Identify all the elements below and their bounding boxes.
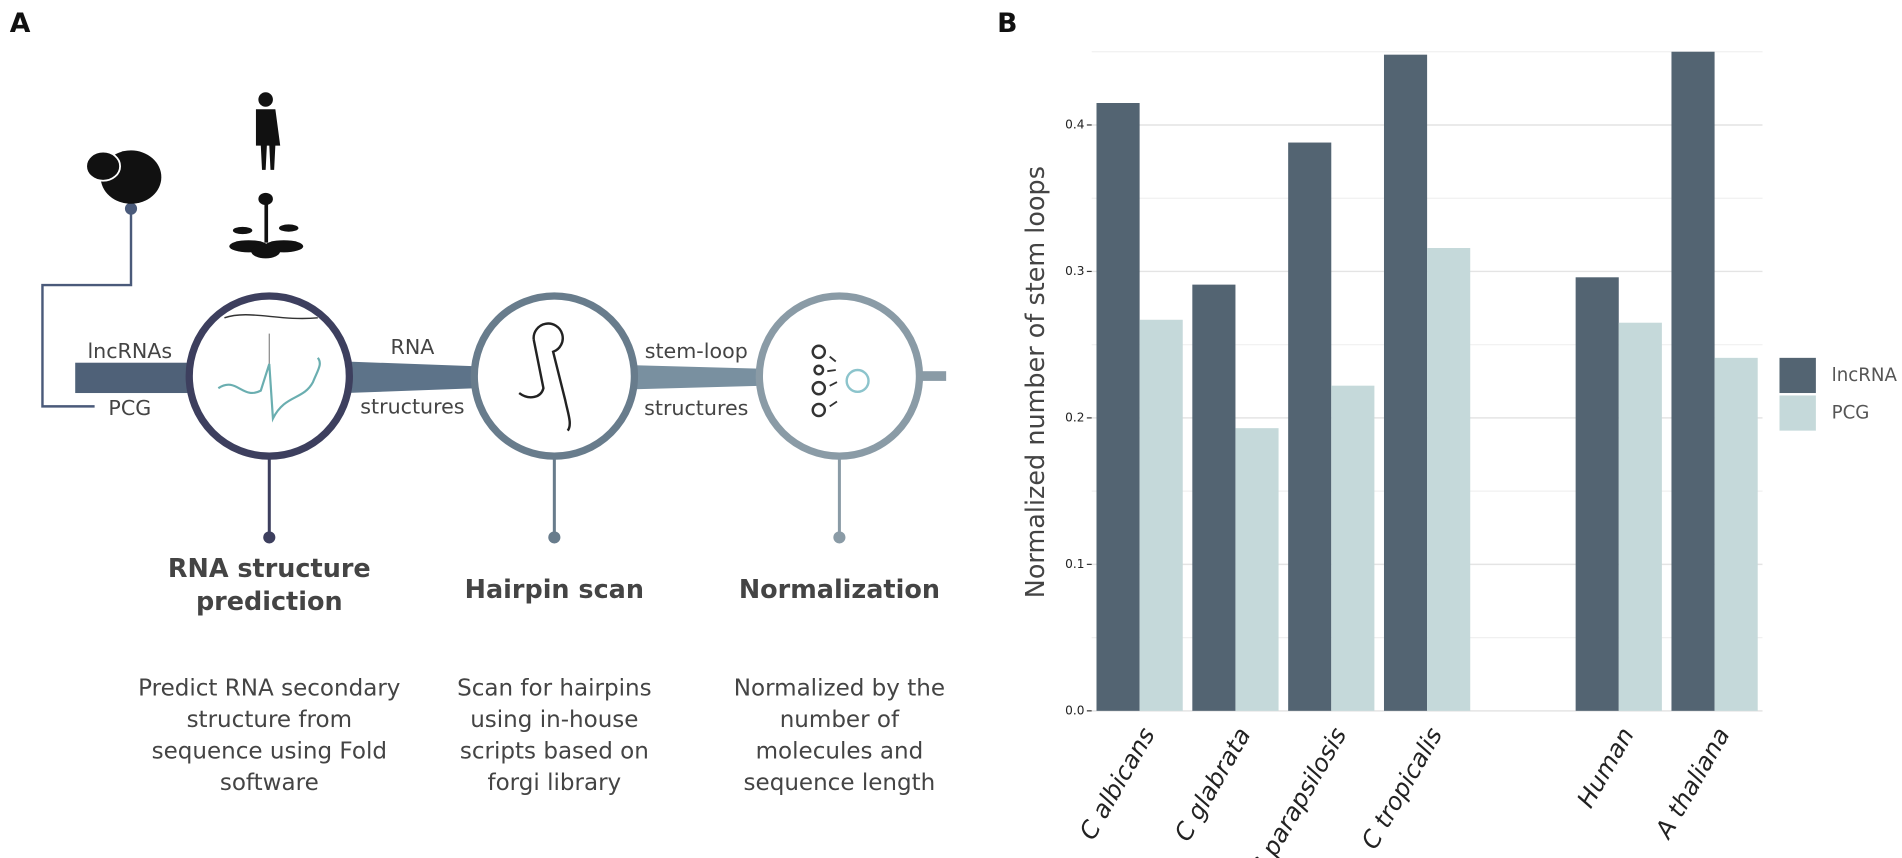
step-description: scripts based on: [460, 739, 649, 765]
plant-icon: [229, 192, 304, 259]
bar: [1288, 142, 1332, 711]
bar: [1714, 357, 1758, 711]
node-dot: [263, 531, 276, 544]
flow-band: [75, 362, 197, 394]
node-dot: [548, 531, 561, 544]
bracket: [41, 208, 133, 408]
legend-swatch: [1779, 357, 1816, 394]
step-title: prediction: [196, 587, 343, 617]
y-tick-label: 0.1: [1065, 557, 1084, 571]
human-icon: [255, 92, 281, 170]
chart: B Normalized number of stem loops 0.0 0.1…: [997, 8, 1897, 858]
bar: [1575, 277, 1619, 711]
bar: [1192, 284, 1236, 711]
y-tick-label: 0.4: [1065, 117, 1085, 131]
node-dot: [833, 531, 846, 544]
legend-swatch: [1779, 395, 1816, 431]
rna-icon: [217, 357, 321, 423]
bar: [1427, 248, 1471, 711]
step-description: structure from: [187, 707, 352, 733]
step-title: Hairpin scan: [465, 575, 644, 605]
bar: [1235, 428, 1279, 711]
y-tick-label: 0.2: [1065, 410, 1084, 424]
bar: [1139, 319, 1183, 711]
yeast-bud: [85, 150, 121, 182]
step-circle: [755, 292, 924, 460]
connector-label: stem-loop: [645, 339, 748, 363]
x-tick-label: A thaliana: [1648, 722, 1735, 844]
x-tick-label: C tropicalis: [1355, 722, 1448, 854]
step-description: number of: [780, 707, 900, 733]
x-tick-label: C parapsilosis: [1243, 722, 1352, 858]
bar: [1618, 322, 1662, 711]
x-tick-label: Human: [1571, 722, 1640, 812]
step-description: using in-house: [470, 707, 638, 733]
step-description: Predict RNA secondary: [138, 676, 400, 702]
diagram: A: [10, 8, 947, 796]
input-label: PCG: [108, 396, 151, 420]
rna-icon: [224, 314, 318, 320]
x-tick-label: C glabrata: [1168, 722, 1256, 846]
y-tick-label: 0.3: [1065, 264, 1084, 278]
step-description: forgi library: [487, 770, 621, 796]
input-label: lncRNAs: [87, 339, 172, 363]
step-description: Normalized by the: [734, 676, 945, 702]
node-dot: [124, 202, 138, 215]
bar: [1383, 54, 1428, 711]
bar: [1671, 51, 1715, 711]
y-tick-label: 0.0: [1065, 703, 1084, 717]
flow-band: [630, 365, 765, 390]
panel-label: A: [10, 8, 31, 39]
flow-band: [915, 371, 947, 381]
connector-label: structures: [644, 396, 748, 420]
step-title: Normalization: [739, 575, 940, 605]
step-description: software: [220, 770, 319, 796]
circles-icon: [811, 344, 870, 418]
flow-band: [345, 361, 480, 394]
x-tick-label: C albicans: [1073, 722, 1161, 845]
hairpin-icon: [518, 339, 545, 399]
connector-label: structures: [360, 395, 464, 419]
connector-label: RNA: [391, 335, 435, 359]
panel-label: B: [997, 8, 1017, 39]
step-description: sequence using Fold: [152, 739, 387, 765]
legend-label: lncRNA: [1832, 365, 1898, 386]
legend-label: PCG: [1832, 403, 1870, 424]
bar: [1096, 103, 1140, 711]
step-description: Scan for hairpins: [457, 676, 652, 702]
step-title: RNA structure: [168, 554, 371, 584]
step-circle: [470, 292, 639, 460]
step-description: sequence length: [744, 770, 936, 796]
y-axis-title: Normalized number of stem loops: [1021, 166, 1051, 598]
bar: [1331, 385, 1375, 711]
step-description: molecules and: [756, 739, 924, 765]
hairpin-icon: [532, 322, 571, 432]
